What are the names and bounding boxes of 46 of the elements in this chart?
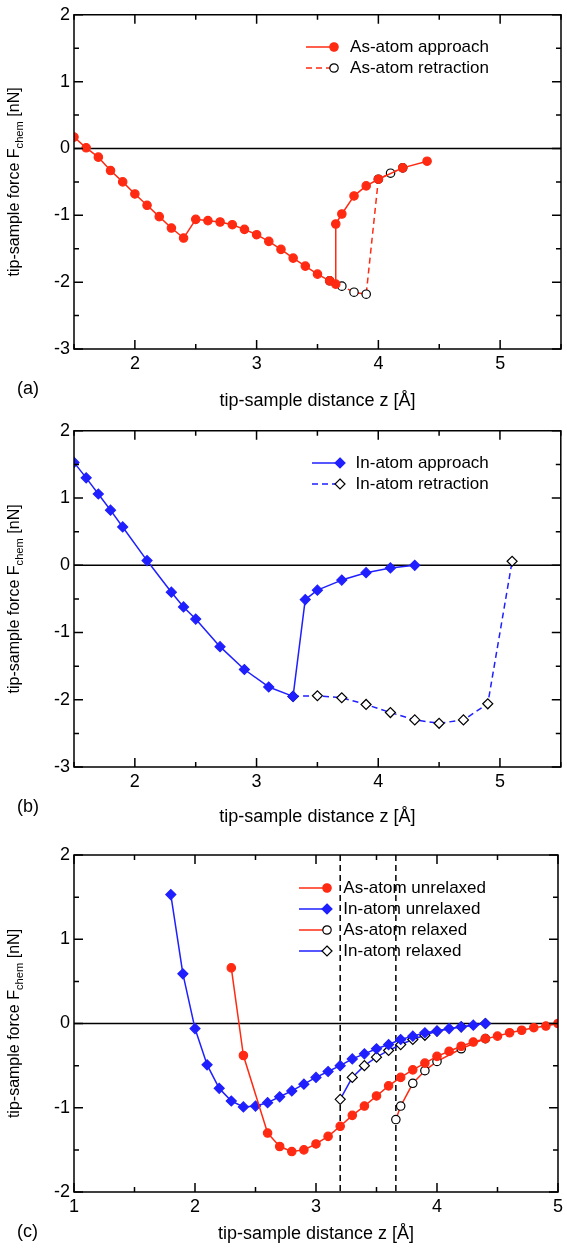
y-axis-title: tip-sample force Fchem [nN] (5, 504, 25, 694)
text: (a) (17, 377, 39, 398)
y-tick-label: 0 (59, 1012, 70, 1033)
y-tick-label: -1 (53, 621, 70, 642)
y-tick-label: -2 (53, 1180, 70, 1201)
y-tick-label: 0 (59, 554, 70, 575)
y-tick-label: 0 (59, 137, 70, 158)
x-axis-title: tip-sample distance z [Å] (219, 390, 416, 411)
x-tick-label: 4 (373, 770, 384, 791)
x-tick-label: 2 (129, 770, 140, 791)
y-axis-title: tip-sample force Fchem [nN] (5, 928, 25, 1119)
x-tick-label: 3 (251, 770, 262, 791)
x-tick-label: 5 (495, 352, 506, 373)
legend-label: In-atom relaxed (343, 940, 462, 961)
text: (b) (17, 795, 39, 816)
x-tick-label: 4 (373, 352, 384, 373)
y-tick-label: 1 (59, 70, 70, 91)
x-tick-label: 2 (129, 352, 140, 373)
x-axis-title: tip-sample distance z [Å] (219, 806, 416, 827)
legend-label: As-atom relaxed (343, 919, 468, 940)
x-tick-label: 5 (494, 770, 505, 791)
x-tick-label: 5 (552, 1195, 563, 1216)
y-tick-label: -3 (53, 755, 70, 776)
x-tick-label: 3 (310, 1195, 322, 1216)
legend-label: As-atom unrelaxed (343, 877, 486, 898)
x-tick-label: 3 (251, 352, 262, 373)
x-tick-label: 4 (431, 1195, 442, 1216)
y-tick-label: 2 (59, 3, 70, 24)
y-axis-title: tip-sample force Fchem [nN] (5, 87, 25, 277)
legend-label: As-atom approach (350, 37, 489, 58)
legend-label: In-atom retraction (355, 474, 489, 495)
y-tick-label: 1 (59, 487, 70, 508)
x-axis-title: tip-sample distance z [Å] (217, 1223, 415, 1244)
legend-label: As-atom retraction (350, 58, 489, 79)
y-tick-label: -2 (53, 688, 70, 709)
legend-label: In-atom approach (355, 453, 489, 474)
x-tick-label: 2 (189, 1195, 201, 1216)
y-tick-label: -3 (53, 337, 70, 358)
y-tick-label: 2 (59, 843, 70, 864)
y-tick-label: 2 (59, 419, 70, 440)
y-tick-label: -2 (53, 271, 70, 292)
y-tick-label: -1 (53, 204, 70, 225)
text: (c) (17, 1220, 38, 1241)
legend-label: In-atom unrelaxed (343, 898, 481, 919)
y-tick-label: 1 (59, 928, 70, 949)
y-tick-label: -1 (53, 1096, 70, 1117)
